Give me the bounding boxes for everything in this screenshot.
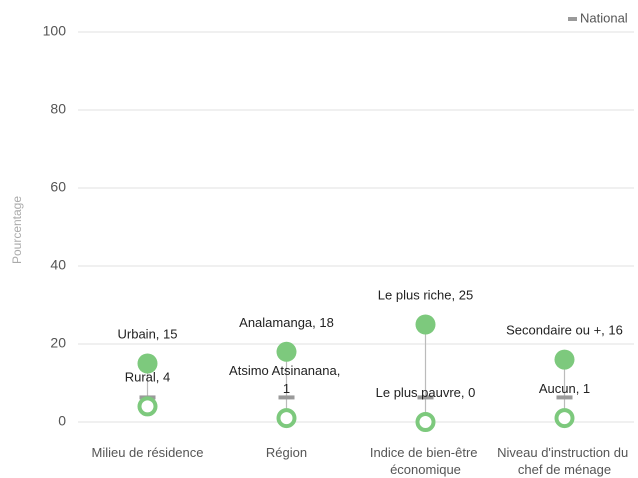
high-dot [554, 349, 575, 370]
y-axis-label: Pourcentage [10, 196, 24, 264]
data-label: Atsimo Atsinanana, 1 [229, 364, 344, 397]
low-dot [415, 412, 436, 432]
data-label: Rural, 4 [125, 370, 171, 385]
x-tick-label: Indice de bien-être économique [370, 445, 481, 477]
data-label: Le plus riche, 25 [378, 288, 473, 303]
high-dot [415, 314, 436, 335]
x-tick-label: Région [266, 445, 307, 460]
y-tick-label: 60 [50, 179, 66, 195]
high-dot [276, 341, 297, 362]
y-tick-label: 80 [50, 101, 66, 117]
legend-label: National [580, 10, 628, 25]
data-label: Analamanga, 18 [239, 315, 334, 330]
low-dot [554, 408, 575, 429]
y-tick-label: 40 [50, 257, 66, 273]
data-label: Le plus pauvre, 0 [376, 385, 476, 400]
x-tick-label: Milieu de résidence [91, 445, 203, 460]
low-dot [276, 408, 297, 429]
x-tick-label: Niveau d'instruction du chef de ménage [497, 445, 632, 477]
data-label: Secondaire ou +, 16 [506, 323, 623, 338]
high-dot [137, 353, 158, 374]
y-tick-label: 100 [43, 23, 67, 39]
data-label: Urbain, 15 [118, 327, 178, 342]
data-label: Aucun, 1 [539, 382, 590, 397]
low-dot [137, 396, 158, 417]
y-tick-label: 20 [50, 335, 66, 351]
y-tick-label: 0 [58, 413, 66, 429]
